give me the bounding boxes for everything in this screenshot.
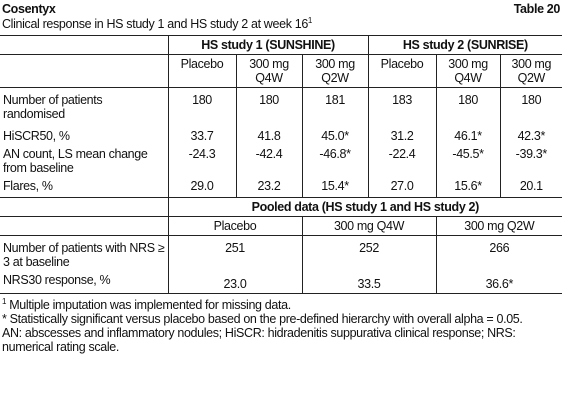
pooled-header-row: Pooled data (HS study 1 and HS study 2) [0, 197, 562, 217]
row-label: HiSCR50, % [3, 129, 70, 143]
footnote-marker: 1 [2, 297, 7, 306]
column-header: 300 mg Q2W [499, 54, 562, 88]
cell: 23.2 [235, 177, 302, 198]
data-row: Number of patients randomised 180 180 181 18… [0, 87, 562, 123]
title-footnote-marker: 1 [307, 16, 313, 25]
cell: 31.2 [367, 123, 437, 145]
column-header: 300 mg Q4W [435, 54, 501, 88]
cell: 180 [499, 87, 562, 123]
cell: -46.8* [301, 145, 369, 177]
row-label: AN count, LS mean change from baseline [3, 147, 148, 175]
column-header: 300 mg Q4W [235, 54, 302, 88]
row-label: Flares, % [3, 179, 53, 193]
cell: 251 [167, 235, 302, 271]
cell: -45.5* [435, 145, 501, 177]
cell: 15.6* [435, 177, 501, 198]
row-label: NRS30 response, % [0, 271, 168, 294]
column-header: 300 mg Q4W [301, 216, 437, 236]
cell: 180 [235, 87, 302, 123]
empty-cell [0, 54, 168, 88]
column-header: Placebo [367, 54, 437, 88]
column-header: Placebo [167, 216, 302, 236]
footnote-text: Multiple imputation was implemented for … [6, 298, 291, 312]
cell: 27.0 [367, 177, 437, 198]
group-header: HS study 1 (SUNSHINE) [167, 35, 369, 55]
footnotes: 1 Multiple imputation was implemented fo… [0, 294, 552, 355]
row-label: Number of patients randomised [0, 87, 168, 123]
footnote-text: AN: abscesses and inflammatory nodules; … [2, 326, 516, 354]
data-row: AN count, LS mean change from baseline -2… [0, 145, 562, 177]
cell: -22.4 [367, 145, 437, 177]
cell: -42.4 [235, 145, 302, 177]
cell: 36.6* [435, 271, 562, 294]
cell: 15.4* [301, 177, 369, 198]
data-row: NRS30 response, % 23.0 33.5 36.6* [0, 271, 562, 294]
footnote-text: * Statistically significant versus place… [2, 312, 523, 326]
column-header: Placebo [167, 54, 236, 88]
cell: 266 [435, 235, 562, 271]
cell: 181 [301, 87, 369, 123]
title-text: Clinical response in HS study 1 and HS s… [2, 17, 308, 31]
footnote: 1 Multiple imputation was implemented fo… [2, 297, 550, 313]
table-title: Clinical response in HS study 1 and HS s… [0, 16, 562, 35]
cell: 20.1 [499, 177, 562, 198]
data-row: Number of patients with NRS ≥ 3 at basel… [0, 235, 562, 271]
group-header: HS study 2 (SUNRISE) [367, 35, 562, 55]
column-header: 300 mg Q2W [301, 54, 369, 88]
pooled-header: Pooled data (HS study 1 and HS study 2) [167, 197, 562, 217]
empty-cell [0, 35, 168, 55]
cell: 252 [301, 235, 437, 271]
column-header: 300 mg Q2W [435, 216, 562, 236]
cell: 45.0* [301, 123, 369, 145]
cell: 29.0 [167, 177, 236, 198]
group-header-row: HS study 1 (SUNSHINE) HS study 2 (SUNRISE… [0, 35, 562, 55]
cell: 180 [435, 87, 501, 123]
table-number: Table 20 [513, 2, 561, 16]
cell: 180 [167, 87, 236, 123]
results-table: HS study 1 (SUNSHINE) HS study 2 (SUNRISE… [0, 35, 562, 294]
footnote: * Statistically significant versus place… [2, 312, 550, 326]
header: Cosentyx Table 20 [0, 0, 562, 16]
cell: 42.3* [499, 123, 562, 145]
data-row: HiSCR50, % 33.7 41.8 45.0* 31.2 46.1* 42.3* [0, 123, 562, 145]
empty-cell [0, 197, 168, 217]
data-row: Flares, % 29.0 23.2 15.4* 27.0 15.6* 20.1 [0, 177, 562, 198]
cell: 33.7 [167, 123, 236, 145]
footnote: AN: abscesses and inflammatory nodules; … [2, 326, 550, 354]
cell: 23.0 [167, 271, 302, 294]
row-label: Number of patients with NRS ≥ 3 at basel… [0, 235, 168, 271]
column-header-row: Placebo 300 mg Q4W 300 mg Q2W Placebo 300 mg… [0, 54, 562, 88]
cell: 183 [367, 87, 437, 123]
cell: -24.3 [167, 145, 236, 177]
cell: 46.1* [435, 123, 501, 145]
product-name: Cosentyx [2, 2, 56, 16]
pooled-column-row: Placebo 300 mg Q4W 300 mg Q2W [0, 216, 562, 236]
cell: 33.5 [301, 271, 437, 294]
empty-cell [0, 216, 168, 236]
cell: -39.3* [499, 145, 562, 177]
cell: 41.8 [235, 123, 302, 145]
